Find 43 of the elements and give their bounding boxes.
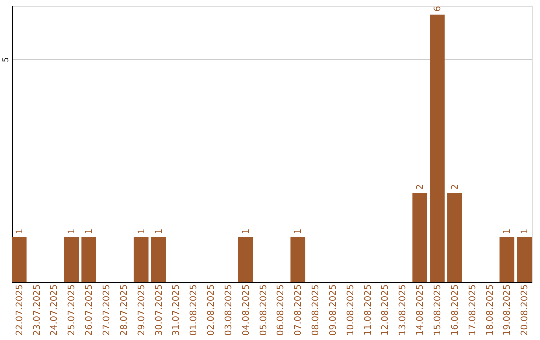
data-label: 1: [294, 228, 304, 234]
data-label: 2: [416, 184, 426, 190]
x-tick-label: 01.08.2025: [190, 284, 200, 336]
x-tick-label: 03.08.2025: [224, 284, 234, 336]
data-label: 2: [450, 184, 461, 190]
x-tick-label: 07.08.2025: [294, 284, 304, 336]
x-tick-label: 29.07.2025: [137, 284, 148, 336]
x-tick-label: 19.08.2025: [503, 284, 514, 336]
data-label: 1: [68, 228, 78, 234]
x-tick-label: 28.07.2025: [120, 284, 130, 336]
data-label: 1: [154, 228, 165, 234]
y-tick-label: 5: [2, 57, 10, 62]
data-label: 1: [520, 228, 531, 234]
x-tick-label: 26.07.2025: [85, 284, 96, 336]
x-tick-label: 12.08.2025: [381, 284, 392, 336]
x-tick-label: 05.08.2025: [259, 284, 270, 336]
x-tick-label: 14.08.2025: [416, 284, 426, 336]
x-tick-label: 24.07.2025: [50, 284, 60, 336]
data-label: 1: [242, 228, 252, 234]
x-tick-label: 25.07.2025: [68, 284, 78, 336]
x-tick-label: 10.08.2025: [346, 284, 356, 336]
x-tick-label: 20.08.2025: [520, 284, 531, 336]
x-tick-label: 22.07.2025: [15, 284, 26, 336]
x-tick-label: 18.08.2025: [486, 284, 496, 336]
x-tick-label: 30.07.2025: [154, 284, 165, 336]
x-tick-label: 23.07.2025: [32, 284, 43, 336]
x-tick-label: 11.08.2025: [364, 284, 374, 336]
x-tick-label: 04.08.2025: [242, 284, 252, 336]
x-tick-label: 09.08.2025: [328, 284, 339, 336]
x-tick-label: 13.08.2025: [398, 284, 409, 336]
x-tick-label: 16.08.2025: [450, 284, 461, 336]
x-tick-label: 17.08.2025: [468, 284, 478, 336]
data-label: 6: [433, 6, 444, 12]
data-label: 1: [15, 228, 26, 234]
x-tick-label: 02.08.2025: [207, 284, 218, 336]
x-tick-label: 31.07.2025: [172, 284, 182, 336]
data-label: 1: [85, 228, 96, 234]
x-tick-label: 08.08.2025: [312, 284, 322, 336]
data-label: 1: [137, 228, 148, 234]
data-label: 1: [503, 228, 514, 234]
x-tick-label: 27.07.2025: [102, 284, 113, 336]
x-tick-label: 15.08.2025: [433, 284, 444, 336]
x-tick-label: 06.08.2025: [276, 284, 287, 336]
